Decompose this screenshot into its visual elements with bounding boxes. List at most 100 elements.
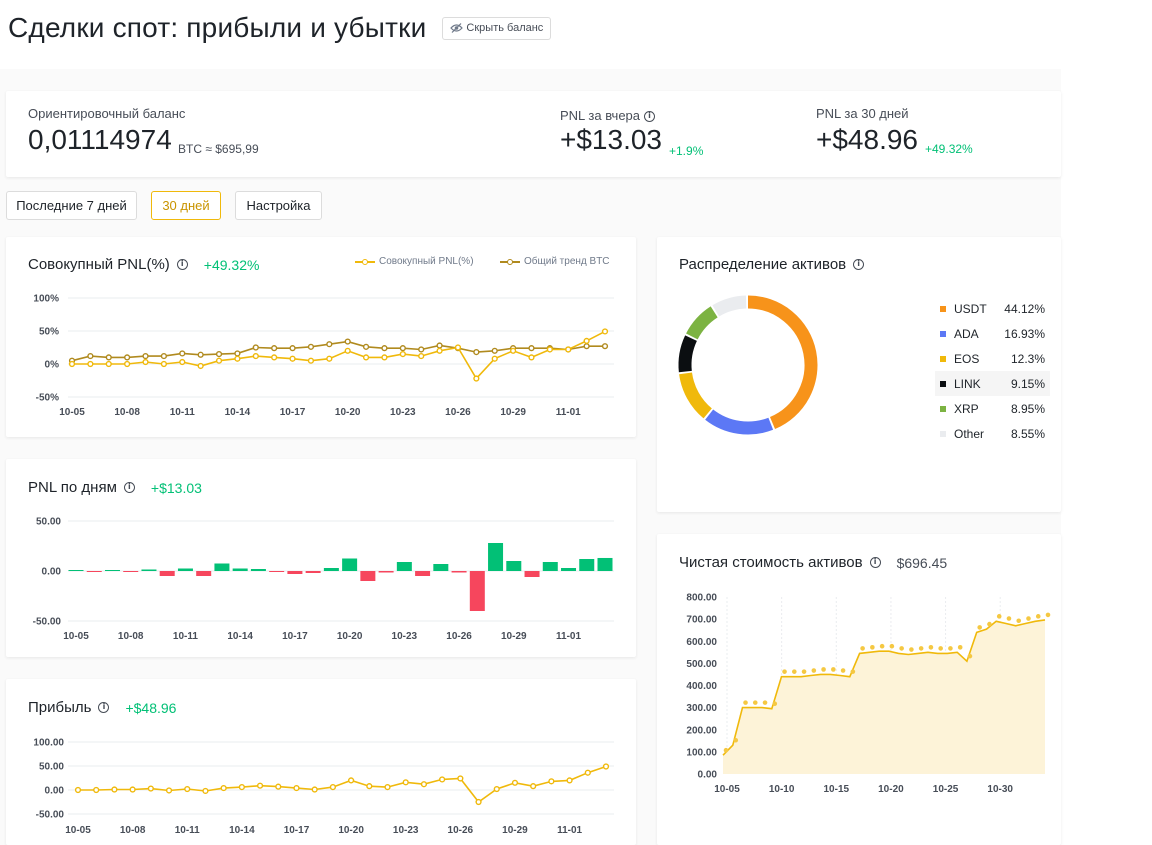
x-tick-label: 10-14 xyxy=(229,825,255,836)
data-point xyxy=(548,778,555,785)
net-worth-value: $696.45 xyxy=(896,554,948,571)
pnl-bar xyxy=(506,561,522,571)
data-point xyxy=(957,645,963,650)
legend-item-cumulative[interactable]: Совокупный PNL(%) xyxy=(355,256,474,267)
x-tick-label: 10-20 xyxy=(337,631,363,642)
cumulative-pnl-card: Совокупный PNL(%) i +49.32% Совокупный PN… xyxy=(6,237,636,437)
info-icon[interactable]: i xyxy=(869,557,881,568)
balance-value: 0,01114974 xyxy=(28,124,172,155)
yesterday-pnl-value: +$13.03 xyxy=(560,124,662,155)
data-point xyxy=(918,646,924,651)
x-tick-label: 10-26 xyxy=(445,407,471,418)
legend-item-xrp[interactable]: XRP 8.95% xyxy=(935,396,1050,421)
net-worth-title: Чистая стоимость активов i $696.45 xyxy=(679,554,947,571)
asset-allocation-donut[interactable] xyxy=(657,237,1061,512)
legend-asset-percent: 8.55% xyxy=(1010,426,1045,441)
legend-swatch xyxy=(940,305,946,312)
data-point xyxy=(271,345,278,352)
hide-balance-button[interactable]: Скрыть баланс xyxy=(442,16,552,40)
legend-item-ada[interactable]: ADA 16.93% xyxy=(935,321,1050,346)
data-point xyxy=(723,747,729,753)
pnl-bar xyxy=(524,571,540,577)
info-icon[interactable]: i xyxy=(176,259,188,270)
legend-item-link[interactable]: LINK 9.15% xyxy=(935,371,1050,396)
period-custom-button[interactable]: Настройка xyxy=(235,191,322,220)
net-worth-chart[interactable]: 800.00 700.00 600.00 500.00 400.00 300.00 200.… xyxy=(657,534,1061,845)
pnl-bar xyxy=(86,571,102,572)
legend-asset-name: XRP xyxy=(954,401,979,416)
legend-asset-name: Other xyxy=(954,426,985,441)
period-7-days-button[interactable]: Последние 7 дней xyxy=(6,191,137,220)
data-point xyxy=(179,358,186,366)
page-header: Сделки спот: прибыли и убытки Скрыть бал… xyxy=(8,12,552,44)
data-point xyxy=(733,737,739,743)
x-tick-label: 10-08 xyxy=(114,407,140,418)
data-point xyxy=(124,360,131,368)
net-worth-area xyxy=(723,619,1045,774)
pnl-bar xyxy=(396,562,412,571)
y-tick-label: 200.00 xyxy=(686,725,717,736)
info-icon[interactable]: i xyxy=(644,111,656,123)
legend-swatch xyxy=(940,330,946,337)
data-point xyxy=(801,669,807,674)
data-point xyxy=(454,344,462,351)
profit-card: Прибыль i +$48.96 100.00 50.00 0.00 -50.00 10… xyxy=(6,679,636,845)
balance-unit: BTC ≈ $695,99 xyxy=(178,142,259,156)
data-point xyxy=(583,343,590,350)
data-point xyxy=(289,345,296,352)
data-point xyxy=(473,375,480,382)
data-point xyxy=(821,667,826,672)
data-point xyxy=(420,781,428,788)
data-point xyxy=(93,786,100,794)
data-point xyxy=(238,784,245,791)
period-30-days-button[interactable]: 30 дней xyxy=(151,191,221,220)
x-tick-label: 10-14 xyxy=(225,407,251,418)
data-point xyxy=(289,355,296,362)
x-tick-label: 10-08 xyxy=(120,825,146,836)
data-point xyxy=(889,643,895,649)
legend-asset-percent: 16.93% xyxy=(1004,326,1045,341)
info-icon[interactable]: i xyxy=(853,259,865,270)
yesterday-pnl-label-text: PNL за вчера xyxy=(560,108,641,123)
donut-slice-eos xyxy=(679,372,713,419)
data-point xyxy=(879,643,885,649)
x-tick-label: 10-29 xyxy=(501,631,527,642)
y-tick-label: 0% xyxy=(45,360,60,371)
cumulative-pnl-title-text: Совокупный PNL(%) xyxy=(28,256,170,273)
legend-item-btc-trend[interactable]: Общий тренд BTC xyxy=(500,256,610,267)
cumulative-pnl-title: Совокупный PNL(%) i +49.32% xyxy=(28,256,259,273)
data-point xyxy=(752,700,758,705)
data-point xyxy=(311,786,318,793)
data-point xyxy=(436,342,443,349)
legend-item-usdt[interactable]: USDT 44.12% xyxy=(935,296,1050,321)
data-point xyxy=(948,646,953,651)
legend-asset-percent: 12.3% xyxy=(1010,351,1045,366)
data-point xyxy=(870,645,875,650)
pnl-bar xyxy=(287,571,303,574)
asset-allocation-legend: USDT 44.12% ADA 16.93% EOS 12.3% LINK 9.15% XRP 8… xyxy=(935,296,1050,446)
x-tick-label: 10-20 xyxy=(338,825,364,836)
asset-allocation-title-text: Распределение активов xyxy=(679,256,847,273)
info-icon[interactable]: i xyxy=(123,482,135,493)
yesterday-pnl-label: PNL за вчера i xyxy=(560,108,656,123)
data-point xyxy=(307,357,315,364)
x-tick-label: 10-17 xyxy=(282,631,308,642)
legend-swatch xyxy=(500,258,520,265)
page-title: Сделки спот: прибыли и убытки xyxy=(8,12,427,43)
data-point xyxy=(530,783,537,790)
data-point xyxy=(215,357,223,364)
legend-item-eos[interactable]: EOS 12.3% xyxy=(935,346,1050,371)
data-point xyxy=(234,355,241,362)
data-point xyxy=(1016,618,1022,624)
info-icon[interactable]: i xyxy=(98,702,110,713)
cumulative-pnl-chart[interactable]: 100% 50% 0% -50%10-05 10-08 10-11 10-14 10-17 10… xyxy=(6,237,636,437)
data-point xyxy=(928,645,934,650)
legend-item-other[interactable]: Other 8.55% xyxy=(935,421,1050,446)
donut-slice-link xyxy=(678,335,698,373)
x-tick-label: 10-14 xyxy=(227,631,253,642)
pnl-bar xyxy=(469,571,485,611)
series-line xyxy=(72,330,606,380)
profit-line xyxy=(78,765,607,804)
